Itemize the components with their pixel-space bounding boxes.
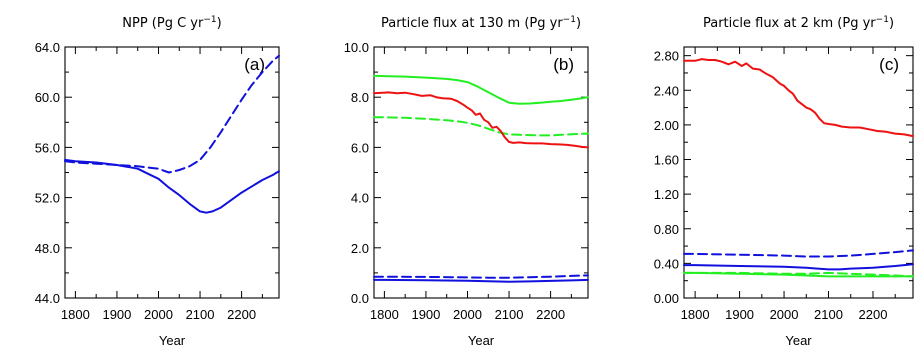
chart-title-tail: )	[217, 16, 222, 31]
x-tick-label: 1800	[370, 307, 399, 322]
y-tick-label: 0.80	[654, 222, 679, 237]
chart-panel-3: Particle flux at 2 km (Pg yr−1) 1800 1900 2…	[654, 15, 914, 348]
x-tick-label: 2000	[144, 307, 173, 322]
x-tick-label: 1900	[411, 307, 440, 322]
y-tick-label: 0.0	[351, 291, 369, 306]
y-tick-label: 44.0	[35, 291, 60, 306]
chart-title-text: Particle flux at 130 m (Pg yr	[381, 16, 563, 31]
y-tick-label: 6.0	[351, 140, 369, 155]
x-axis-label: Year	[785, 333, 812, 348]
y-tick-label: 0.00	[654, 291, 679, 306]
y-tick-label: 56.0	[35, 140, 60, 155]
x-axis-label: Year	[468, 333, 495, 348]
chart-title-tail: )	[576, 16, 581, 31]
y-tick-label: 52.0	[35, 191, 60, 206]
chart-title-superscript: −1	[563, 15, 576, 25]
y-tick-label: 2.0	[351, 241, 369, 256]
chart-title: Particle flux at 130 m (Pg yr−1)	[381, 15, 581, 31]
x-tick-label: 2100	[814, 307, 843, 322]
chart-title-superscript: −1	[876, 15, 889, 25]
panel-label: (a)	[244, 55, 265, 74]
x-tick-label: 2000	[453, 307, 482, 322]
series-line-green-solid	[373, 74, 589, 105]
x-tick-label: 2200	[859, 307, 888, 322]
y-tick-label: 2.00	[654, 118, 679, 133]
x-axis-label: Year	[159, 333, 186, 348]
plot-frame	[373, 46, 589, 299]
y-tick-label: 8.0	[351, 90, 369, 105]
x-tick-label: 2200	[227, 307, 256, 322]
series-line-green-solid	[683, 271, 914, 278]
x-tick-label: 1900	[102, 307, 131, 322]
y-tick-label: 48.0	[35, 241, 60, 256]
chart-title-superscript: −1	[203, 15, 216, 25]
x-tick-label: 1800	[61, 307, 90, 322]
chart-title: Particle flux at 2 km (Pg yr−1)	[703, 15, 894, 31]
y-tick-label: 60.0	[35, 90, 60, 105]
series-line-blue-dashed	[64, 54, 280, 174]
series-line-blue-dashed	[683, 249, 914, 258]
y-tick-label: 64.0	[35, 40, 60, 55]
series-line-blue-dashed	[373, 274, 589, 279]
series-line-blue-solid	[683, 263, 914, 271]
y-tick-label: 0.40	[654, 256, 679, 271]
x-tick-label: 1900	[725, 307, 754, 322]
series-line-blue-solid	[373, 278, 589, 283]
series-line-red-solid	[683, 58, 914, 138]
series-line-blue-solid	[64, 158, 280, 214]
chart-title-tail: )	[889, 16, 894, 31]
chart-title-text: Particle flux at 2 km (Pg yr	[703, 16, 876, 31]
plot-frame	[64, 46, 280, 299]
chart-title-text: NPP (Pg C yr	[122, 16, 204, 31]
y-tick-label: 1.60	[654, 153, 679, 168]
series-line-red-solid	[373, 91, 589, 149]
y-tick-label: 10.0	[344, 40, 369, 55]
x-tick-label: 2000	[770, 307, 799, 322]
chart-panel-1: NPP (Pg C yr−1) 1800 1900 2000 2100 2200 44.0 4…	[35, 15, 280, 348]
y-tick-label: 2.80	[654, 49, 679, 64]
x-tick-label: 2200	[536, 307, 565, 322]
panel-label: (c)	[879, 55, 899, 74]
y-tick-label: 4.0	[351, 191, 369, 206]
y-tick-label: 2.40	[654, 83, 679, 98]
chart-panel-2: Particle flux at 130 m (Pg yr−1) 1800 1900…	[344, 15, 589, 348]
series-line-green-dashed	[373, 116, 589, 137]
x-tick-label: 2100	[495, 307, 524, 322]
x-tick-label: 1800	[681, 307, 710, 322]
x-tick-label: 2100	[186, 307, 215, 322]
panel-label: (b)	[553, 55, 574, 74]
plot-frame	[683, 46, 914, 299]
chart-title: NPP (Pg C yr−1)	[122, 15, 221, 31]
y-tick-label: 1.20	[654, 187, 679, 202]
